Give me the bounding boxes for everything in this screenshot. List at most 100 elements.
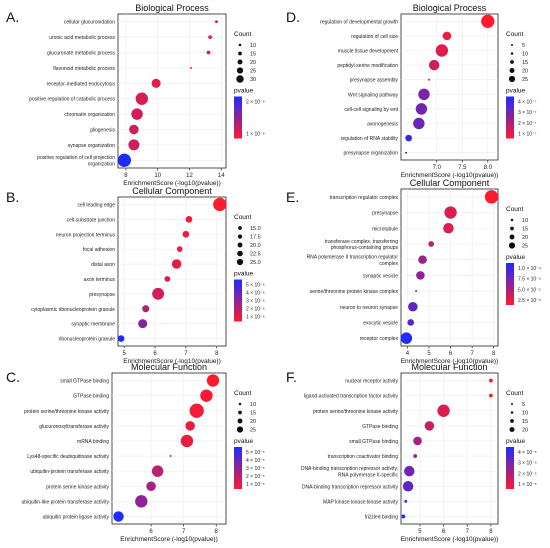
data-point xyxy=(113,511,124,522)
data-point xyxy=(488,393,493,398)
size-legend-dot xyxy=(510,52,514,55)
x-tick-label: 8 xyxy=(215,529,219,535)
data-point xyxy=(418,88,430,101)
data-point xyxy=(408,301,418,312)
data-point xyxy=(215,20,218,24)
category-label: mRNA binding xyxy=(77,439,109,445)
size-legend-label: 15 xyxy=(250,411,256,417)
data-point xyxy=(213,197,227,212)
x-tick-label: 7.0 xyxy=(433,165,442,171)
category-label: RNA polymerase II-specific xyxy=(338,472,399,478)
size-legend-dot xyxy=(238,402,242,406)
size-legend-dot xyxy=(236,426,244,433)
category-label: positive regulation of cell projection xyxy=(37,155,115,161)
colorbar xyxy=(506,447,514,489)
x-tick-label: 7 xyxy=(466,529,470,535)
panel-c: C. Molecular Function small GTPase binding… xyxy=(6,362,265,543)
panel-label: F. xyxy=(286,369,297,385)
x-tick-label: 8 xyxy=(489,529,493,535)
category-label: ligand-activated transcription factor ac… xyxy=(304,394,399,400)
x-tick-label: 6 xyxy=(149,529,153,535)
panel-label: B. xyxy=(6,189,19,205)
x-tick-label: 8 xyxy=(124,173,128,179)
size-legend-dot xyxy=(236,75,244,83)
panel-b: B. Cellular Component cell leading edge cel… xyxy=(6,186,265,365)
size-legend-dot xyxy=(510,411,514,414)
size-legend-dot xyxy=(508,75,516,83)
category-label: MAP kinase kinase kinase activity xyxy=(323,499,398,505)
colorbar-label: 4 × 10⁻⁵ xyxy=(518,450,537,456)
size-legend-dot xyxy=(510,60,514,64)
category-label: peptidyl-serine modification xyxy=(337,63,398,69)
x-axis-label: EnrichmentScore (-log10(pvalue)) xyxy=(401,536,499,543)
data-point xyxy=(164,276,171,282)
size-legend-dot xyxy=(510,419,514,423)
category-label: muscle tissue development xyxy=(338,49,399,55)
data-point xyxy=(169,455,172,458)
data-point xyxy=(415,290,418,293)
data-point xyxy=(442,31,452,41)
category-label: presynapse assembly xyxy=(350,78,399,84)
data-point xyxy=(138,319,148,329)
color-legend-title: pvalue xyxy=(506,254,526,261)
colorbar xyxy=(506,263,514,305)
x-axis-label: EnrichmentScore (-log10(pvalue)) xyxy=(123,358,221,365)
size-legend-dot xyxy=(510,226,514,231)
size-legend-dot xyxy=(238,51,242,56)
colorbar-label: 1 × 10⁻⁶ xyxy=(246,315,265,321)
x-tick-label: 7 xyxy=(182,529,186,535)
category-label: presynapse xyxy=(372,211,398,217)
category-label: glucuronosyltransferase activity xyxy=(39,424,109,430)
data-point xyxy=(413,436,422,446)
size-legend-dot xyxy=(511,403,513,405)
panel-label: D. xyxy=(286,9,300,25)
category-label: ubiquitin-like protein transferase activ… xyxy=(21,499,109,505)
data-point xyxy=(481,14,495,28)
x-axis-label: EnrichmentScore (-log10(pvalue)) xyxy=(401,172,499,179)
category-label: complex xyxy=(379,261,398,267)
data-point xyxy=(428,78,431,81)
x-tick-label: 14 xyxy=(218,173,225,179)
category-label: gliogenesis xyxy=(90,128,116,134)
category-label: protein serine/threonine kinase activity xyxy=(313,409,399,415)
category-label: small GTPase binding xyxy=(60,379,109,385)
colorbar-label: 5 × 10⁻⁶ xyxy=(246,283,265,289)
category-label: transcription regulator complex xyxy=(330,195,399,201)
data-point xyxy=(415,103,428,115)
colorbar-label: 1.0 × 10⁻⁴ xyxy=(518,266,541,272)
category-label: chromatin organization xyxy=(64,112,115,118)
colorbar-label: 4 × 10⁻⁷ xyxy=(518,100,537,106)
data-point xyxy=(418,255,427,264)
size-legend-label: 25 xyxy=(522,244,528,250)
category-label: small GTPase binding xyxy=(349,439,398,445)
colorbar-label: 7.5 × 10⁻⁵ xyxy=(518,277,541,283)
data-point xyxy=(435,44,449,57)
size-legend-dot xyxy=(509,427,515,432)
panel-title: Biological Process xyxy=(135,3,209,13)
panel-title: Molecular Function xyxy=(131,362,207,372)
data-point xyxy=(182,230,190,238)
colorbar xyxy=(234,96,242,139)
category-label: axonogenesis xyxy=(367,122,398,128)
category-label: flavonoid metabolic process xyxy=(53,66,115,72)
size-legend-label: 30 xyxy=(250,77,256,83)
size-legend-label: 25 xyxy=(522,77,528,83)
category-label: presynapse xyxy=(89,292,115,298)
data-point xyxy=(146,481,156,492)
panel-e: E. Cellular Component transcription regula… xyxy=(286,178,541,365)
x-tick-label: 5 xyxy=(122,351,126,357)
category-label: cell leading edge xyxy=(77,202,115,208)
category-label: distal axon xyxy=(91,262,115,268)
data-point xyxy=(206,374,220,387)
plot-frame xyxy=(117,196,227,347)
data-point xyxy=(206,50,211,55)
x-tick-label: 8.0 xyxy=(484,165,493,171)
size-legend-title: Count xyxy=(234,31,252,38)
x-tick-label: 10 xyxy=(154,173,161,179)
data-point xyxy=(401,514,406,519)
size-legend-dot xyxy=(509,234,515,240)
color-legend-title: pvalue xyxy=(234,438,254,445)
x-tick-label: 7 xyxy=(470,351,474,357)
colorbar-label: 2 × 10⁻⁵ xyxy=(518,471,537,477)
data-point xyxy=(405,151,408,154)
